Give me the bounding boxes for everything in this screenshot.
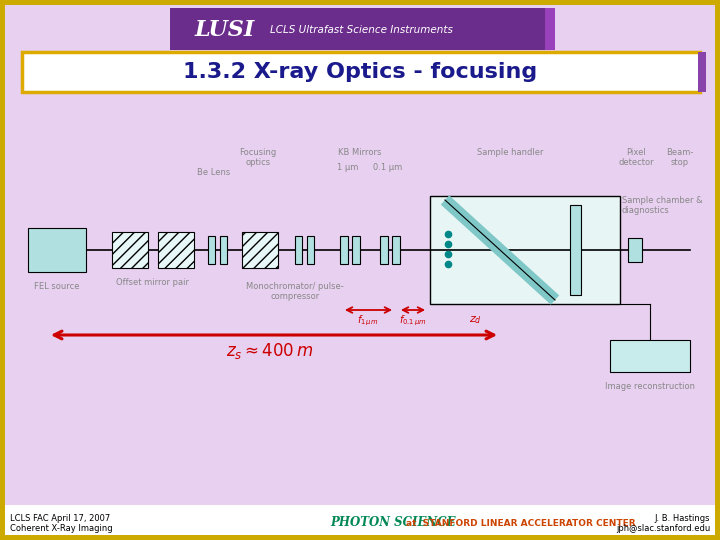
Bar [170,8,545,50]
Text: Sample handler: Sample handler [477,148,544,157]
Text: at  STANFORD LINEAR ACCELERATOR CENTER: at STANFORD LINEAR ACCELERATOR CENTER [406,519,636,528]
Bar [340,236,348,264]
Text: FEL source: FEL source [35,282,80,291]
Bar [220,236,227,264]
Bar [208,236,215,264]
Text: $f_{1\,\mu m}$: $f_{1\,\mu m}$ [357,314,379,328]
Bar [158,232,194,268]
Text: Be Lens: Be Lens [197,168,230,177]
Text: Beam-
stop: Beam- stop [666,148,693,167]
Text: Coherent X-Ray Imaging: Coherent X-Ray Imaging [10,524,112,533]
Text: Focusing
optics: Focusing optics [239,148,276,167]
Text: LCLS FAC April 17, 2007: LCLS FAC April 17, 2007 [10,514,110,523]
Bar [570,205,581,295]
Bar [22,52,700,92]
Text: J. B. Hastings: J. B. Hastings [654,514,710,523]
Bar [543,8,555,50]
Text: 1.3.2 X-ray Optics - focusing: 1.3.2 X-ray Optics - focusing [183,62,537,82]
Text: 1 μm: 1 μm [337,163,359,172]
Bar [610,340,690,372]
Bar [628,238,642,262]
Bar [28,228,86,272]
Text: Monochromator/ pulse-
compressor: Monochromator/ pulse- compressor [246,282,344,301]
Bar [112,232,148,268]
Text: LCLS Ultrafast Science Instruments: LCLS Ultrafast Science Instruments [270,25,453,35]
Text: Offset mirror pair: Offset mirror pair [117,278,189,287]
Text: $z_s \approx 400\,m$: $z_s \approx 400\,m$ [226,341,314,361]
Bar [380,236,388,264]
Bar [295,236,302,264]
Text: $z_d$: $z_d$ [469,314,482,326]
Text: Image reconstruction: Image reconstruction [605,382,695,391]
Text: 0.1 μm: 0.1 μm [374,163,402,172]
Text: Sample chamber &
diagnostics: Sample chamber & diagnostics [622,196,703,215]
Bar [698,52,706,92]
Text: PHOTON SCIENCE: PHOTON SCIENCE [330,516,456,529]
Text: LUSI: LUSI [195,19,256,41]
Text: KB Mirrors: KB Mirrors [338,148,382,157]
Bar [392,236,400,264]
Text: $f_{0.1\,\mu m}$: $f_{0.1\,\mu m}$ [399,314,427,328]
Text: jph@slac.stanford.edu: jph@slac.stanford.edu [616,524,710,533]
Bar [5,505,715,535]
Bar [352,236,360,264]
Bar [430,196,620,304]
Text: Pixel
detector: Pixel detector [618,148,654,167]
Bar [242,232,278,268]
Bar [307,236,314,264]
